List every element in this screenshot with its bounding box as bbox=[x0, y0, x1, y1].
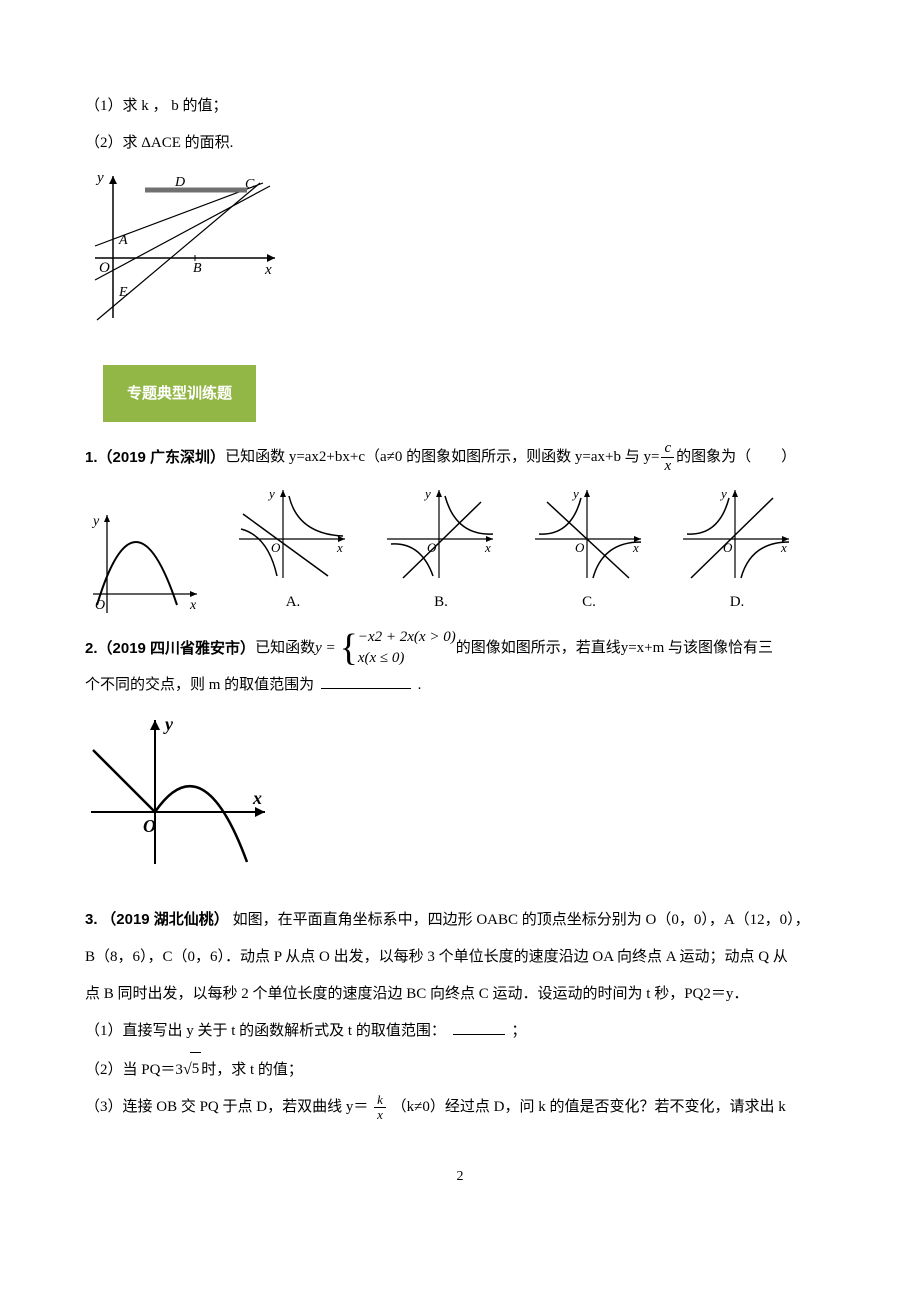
q3-line2: B（8，6），C（0，6）．动点 P 从点 O 出发，以每秒 3 个单位长度的速… bbox=[85, 941, 835, 974]
svg-text:A: A bbox=[118, 233, 128, 248]
q3-sqrt: √5 bbox=[183, 1052, 201, 1087]
q1-options-row: y x O y x O A. y x O bbox=[85, 484, 835, 619]
q3-sub1: （1）直接写出 y 关于 t 的函数解析式及 t 的取值范围： ； bbox=[85, 1015, 835, 1048]
intro-q2: （2）求 ΔACE 的面积. bbox=[85, 127, 835, 160]
q3-sub3: （3）连接 OB 交 PQ 于点 D，若双曲线 y＝ k x （k≠0）经过点 … bbox=[85, 1091, 835, 1124]
svg-text:y: y bbox=[91, 514, 100, 529]
q1-num: 1. bbox=[85, 441, 98, 474]
q3-sub1-blank bbox=[453, 1019, 505, 1036]
q1-text-b: 的图象为（ ） bbox=[676, 441, 796, 474]
svg-text:O: O bbox=[143, 816, 156, 836]
svg-text:O: O bbox=[575, 540, 585, 555]
q1-text-a: 已知函数 y=ax2+bx+c（a≠0 的图象如图所示，则函数 y=ax+b 与… bbox=[225, 441, 659, 474]
opt-d-label: D. bbox=[677, 586, 797, 619]
q3-line3: 点 B 同时出发，以每秒 2 个单位长度的速度沿边 BC 向终点 C 运动．设运… bbox=[85, 978, 835, 1011]
svg-text:O: O bbox=[95, 598, 105, 613]
svg-text:x: x bbox=[252, 788, 262, 808]
svg-text:x: x bbox=[336, 540, 343, 555]
q2-text-a: 已知函数 bbox=[255, 632, 315, 665]
q2-blank bbox=[321, 673, 411, 690]
q2-num: 2. bbox=[85, 632, 98, 665]
opt-a-label: A. bbox=[233, 586, 353, 619]
q3-line1: 3. （2019 湖北仙桃） 如图，在平面直角坐标系中，四边形 OABC 的顶点… bbox=[85, 903, 835, 937]
q3-text-a: 如图，在平面直角坐标系中，四边形 OABC 的顶点坐标分别为 O（0，0），A（… bbox=[233, 912, 810, 928]
q1-option-d: y x O D. bbox=[677, 484, 797, 619]
section-tag: 专题典型训练题 bbox=[103, 365, 256, 422]
figure-q2: y x O bbox=[85, 712, 835, 885]
svg-text:O: O bbox=[271, 540, 281, 555]
q1-stem: 1. （2019 广东深圳） 已知函数 y=ax2+bx+c（a≠0 的图象如图… bbox=[85, 440, 835, 474]
q1-source: （2019 广东深圳） bbox=[98, 441, 226, 474]
opt-c-label: C. bbox=[529, 586, 649, 619]
q3-num: 3. bbox=[85, 911, 98, 928]
svg-text:O: O bbox=[99, 260, 110, 276]
svg-text:D: D bbox=[174, 175, 185, 190]
svg-text:y: y bbox=[571, 486, 579, 501]
q2-line1: 2. （2019 四川省雅安市） 已知函数 y = { −x2 + 2x(x >… bbox=[85, 627, 835, 669]
svg-text:x: x bbox=[264, 262, 272, 278]
q2-line2: 个不同的交点，则 m 的取值范围为 . bbox=[85, 669, 835, 702]
svg-text:x: x bbox=[484, 540, 491, 555]
q1-option-c: y x O C. bbox=[529, 484, 649, 619]
svg-text:y: y bbox=[163, 714, 174, 734]
q2-piecewise: { −x2 + 2x(x > 0) x(x ≤ 0) bbox=[340, 627, 456, 669]
svg-text:y: y bbox=[719, 486, 727, 501]
q1-stem-figure: y x O bbox=[85, 509, 205, 619]
q1-option-b: y x O B. bbox=[381, 484, 501, 619]
svg-text:E: E bbox=[118, 285, 128, 300]
svg-text:y: y bbox=[267, 486, 275, 501]
q2-text-b: 的图像如图所示，若直线y=x+m 与该图像恰有三 bbox=[456, 632, 773, 665]
svg-text:y: y bbox=[95, 170, 104, 186]
page-number: 2 bbox=[85, 1162, 835, 1193]
figure-top: y x O A B C D E bbox=[85, 168, 835, 341]
intro-q1: （1）求 k ， b 的值； bbox=[85, 90, 835, 123]
q2-source: （2019 四川省雅安市） bbox=[98, 632, 256, 665]
q1-option-a: y x O A. bbox=[233, 484, 353, 619]
opt-b-label: B. bbox=[381, 586, 501, 619]
svg-text:C: C bbox=[245, 177, 255, 192]
svg-text:B: B bbox=[193, 261, 202, 276]
q3-sub2: （2）当 PQ＝3√5时，求 t 的值； bbox=[85, 1052, 835, 1087]
q3-source: （2019 湖北仙桃） bbox=[101, 911, 229, 928]
q3-frac: k x bbox=[374, 1093, 386, 1123]
q2-yeq: y = bbox=[315, 632, 336, 665]
q1-frac: c x bbox=[661, 440, 674, 474]
svg-text:y: y bbox=[423, 486, 431, 501]
svg-text:x: x bbox=[189, 598, 197, 613]
